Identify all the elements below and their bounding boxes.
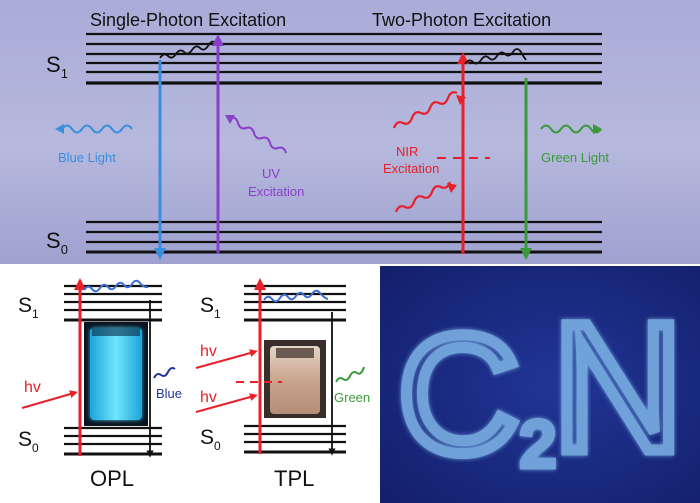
opl-vial-cap — [92, 328, 140, 336]
tpl-vial-cap — [276, 348, 314, 358]
green-light-wave-head — [593, 124, 602, 134]
heading-single-photon: Single-Photon Excitation — [90, 10, 286, 30]
opl-s1-label: S1 — [18, 294, 39, 321]
tpl-emission-label: Green — [334, 390, 370, 405]
tpl-relaxation-squiggle — [263, 289, 329, 303]
photo-letter-n: N — [552, 285, 683, 489]
photo-letter-c: C — [398, 300, 519, 488]
uv-excitation-label: Excitation — [248, 184, 304, 199]
uv-label: UV — [262, 166, 280, 181]
tpl-s0-label: S0 — [200, 426, 221, 453]
nir-wave-bottom — [394, 181, 452, 213]
c2n-photo-panel: C 2 N — [380, 266, 700, 503]
relaxation-squiggle-single — [159, 40, 215, 59]
nir-excitation-label: Excitation — [383, 161, 439, 176]
blue-light-label: Blue Light — [58, 150, 116, 165]
tpl-green-wave — [335, 366, 365, 383]
opl-s0-label: S0 — [18, 428, 39, 455]
nir-label: NIR — [396, 144, 418, 159]
blue-light-wave — [61, 124, 133, 134]
tpl-hv-bottom-label: hv — [200, 389, 217, 406]
tpl-s1-label: S1 — [200, 294, 221, 321]
nir-wave-top — [392, 91, 458, 129]
tpl-vial — [270, 346, 320, 414]
s0-label: S0 — [46, 228, 68, 257]
s1-label: S1 — [46, 52, 68, 81]
tpl-hv-arrow-bottom — [195, 393, 258, 413]
tpl-hv-arrow-top — [195, 349, 258, 369]
green-light-label: Green Light — [541, 150, 609, 165]
photo-subscript-2: 2 — [520, 408, 556, 480]
green-light-wave — [540, 124, 602, 134]
opl-panel: S1 S0 hv Blue OPL — [18, 278, 182, 491]
relaxation-squiggle-two — [464, 48, 527, 65]
tpl-caption: TPL — [274, 466, 314, 491]
opl-blue-wave — [153, 367, 176, 379]
opl-emission-label: Blue — [156, 386, 182, 401]
opl-blue-vial — [90, 328, 142, 420]
opl-caption: OPL — [90, 466, 134, 491]
uv-wave — [229, 116, 287, 154]
nir-wave-bottom-head — [447, 183, 457, 193]
blue-light-wave-head — [55, 124, 64, 134]
tpl-panel: S1 S0 hv hv Green TPL — [195, 278, 370, 491]
s1-levels — [86, 32, 602, 85]
opl-relaxation-squiggle — [83, 279, 149, 293]
top-jablonski-panel: Single-Photon Excitation Two-Photon Exci… — [0, 0, 700, 264]
s0-levels — [86, 220, 602, 254]
opl-hv-label: hv — [24, 379, 41, 396]
uv-wave-head — [225, 115, 235, 124]
tpl-hv-top-label: hv — [200, 343, 217, 360]
opl-hv-arrow — [21, 390, 78, 409]
heading-two-photon: Two-Photon Excitation — [372, 10, 551, 30]
photo-background — [380, 266, 700, 503]
nir-wave-top-head — [456, 95, 466, 105]
